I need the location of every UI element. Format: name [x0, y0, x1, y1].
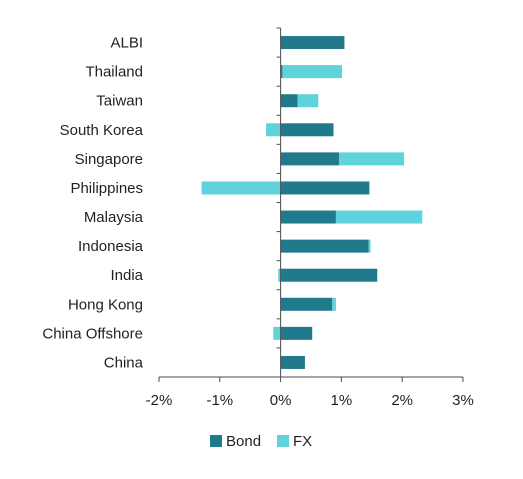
bar-bond-china — [280, 355, 305, 369]
bar-bond-china-offshore — [280, 326, 313, 340]
bar-fx-china-offshore — [273, 326, 281, 340]
bar-bond-hong-kong — [280, 297, 333, 311]
bars-layer — [201, 36, 423, 369]
category-label: Philippines — [70, 180, 143, 197]
bar-fx-hong-kong — [332, 297, 336, 311]
legend-swatch-fx — [277, 435, 289, 447]
bar-bond-albi — [280, 36, 345, 50]
bar-fx-indonesia — [368, 239, 371, 253]
legend-swatch-bond — [210, 435, 222, 447]
bar-fx-india — [278, 268, 281, 282]
bar-bond-india — [280, 268, 378, 282]
axes-layer: -2% -1% 0% 1% 2% 3% — [146, 27, 474, 409]
bar-fx-taiwan — [297, 94, 319, 108]
x-tick-label: 3% — [452, 392, 474, 409]
bar-fx-thailand — [282, 65, 342, 79]
x-tick-label: 1% — [331, 392, 353, 409]
legend-label-fx: FX — [293, 433, 312, 450]
bar-bond-thailand — [280, 65, 283, 79]
bar-bond-taiwan — [280, 94, 298, 108]
category-label: China Offshore — [42, 325, 143, 342]
category-label: China — [104, 354, 144, 371]
category-label: Taiwan — [96, 93, 143, 110]
bar-fx-philippines — [201, 181, 281, 195]
x-tick-label: 0% — [270, 392, 292, 409]
x-tick-label: 2% — [391, 392, 413, 409]
bar-fx-south-korea — [266, 123, 281, 137]
category-labels-layer: ALBI Thailand Taiwan South Korea Singapore Ph… — [42, 35, 143, 372]
category-label: South Korea — [60, 122, 144, 139]
bar-bond-south-korea — [280, 123, 334, 137]
legend-label-bond: Bond — [226, 433, 261, 450]
category-label: India — [110, 267, 143, 284]
bar-bond-philippines — [280, 181, 370, 195]
bar-bond-indonesia — [280, 239, 369, 253]
category-label: Indonesia — [78, 238, 144, 255]
category-label: Thailand — [85, 64, 143, 81]
legend: Bond FX — [210, 433, 312, 450]
x-tick-label: -2% — [146, 392, 173, 409]
category-label: Singapore — [75, 151, 143, 168]
category-label: Hong Kong — [68, 296, 143, 313]
category-label: Malaysia — [84, 209, 144, 226]
bar-fx-singapore — [338, 152, 405, 166]
bar-bond-singapore — [280, 152, 339, 166]
bar-fx-malaysia — [335, 210, 423, 224]
category-label: ALBI — [110, 35, 143, 52]
x-tick-label: -1% — [206, 392, 233, 409]
bar-bond-malaysia — [280, 210, 336, 224]
